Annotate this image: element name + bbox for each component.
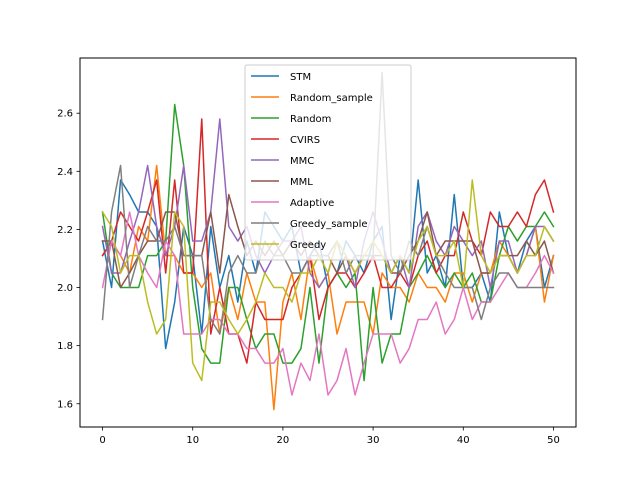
y-tick-label: 2.6	[57, 109, 73, 120]
plot-frame	[79, 57, 577, 428]
x-tick-label: 10	[186, 435, 199, 446]
x-tick-label: 0	[99, 435, 105, 446]
legend-box	[244, 64, 412, 261]
series-line-greedy	[101, 179, 555, 382]
x-tick-label: 30	[367, 435, 380, 446]
x-axis: 0 10 20 30 40 50	[99, 427, 560, 446]
x-tick-label: 50	[547, 435, 560, 446]
y-tick-label: 1.6	[57, 399, 73, 410]
y-tick-label: 1.8	[57, 341, 73, 352]
legend-label: CVIRS	[290, 135, 320, 146]
legend: STM Random_sample Random CVIRS MMC MML Adaptiv…	[244, 64, 412, 261]
x-tick-label: 40	[457, 435, 470, 446]
legend-label: Adaptive	[290, 198, 334, 209]
legend-label: MMC	[290, 156, 314, 167]
y-tick-label: 2.0	[57, 283, 73, 294]
legend-label: STM	[290, 72, 311, 83]
x-tick-label: 20	[277, 435, 290, 446]
legend-label: Greedy	[290, 240, 326, 251]
y-tick-label: 2.4	[57, 167, 73, 178]
y-axis: 1.6 1.8 2.0 2.2 2.4 2.6	[57, 109, 80, 410]
legend-label: Random	[290, 114, 331, 125]
legend-label: Random_sample	[290, 93, 373, 104]
y-tick-label: 2.2	[57, 225, 73, 236]
legend-label: MML	[290, 177, 313, 188]
legend-label: Greedy_sample	[290, 219, 368, 230]
